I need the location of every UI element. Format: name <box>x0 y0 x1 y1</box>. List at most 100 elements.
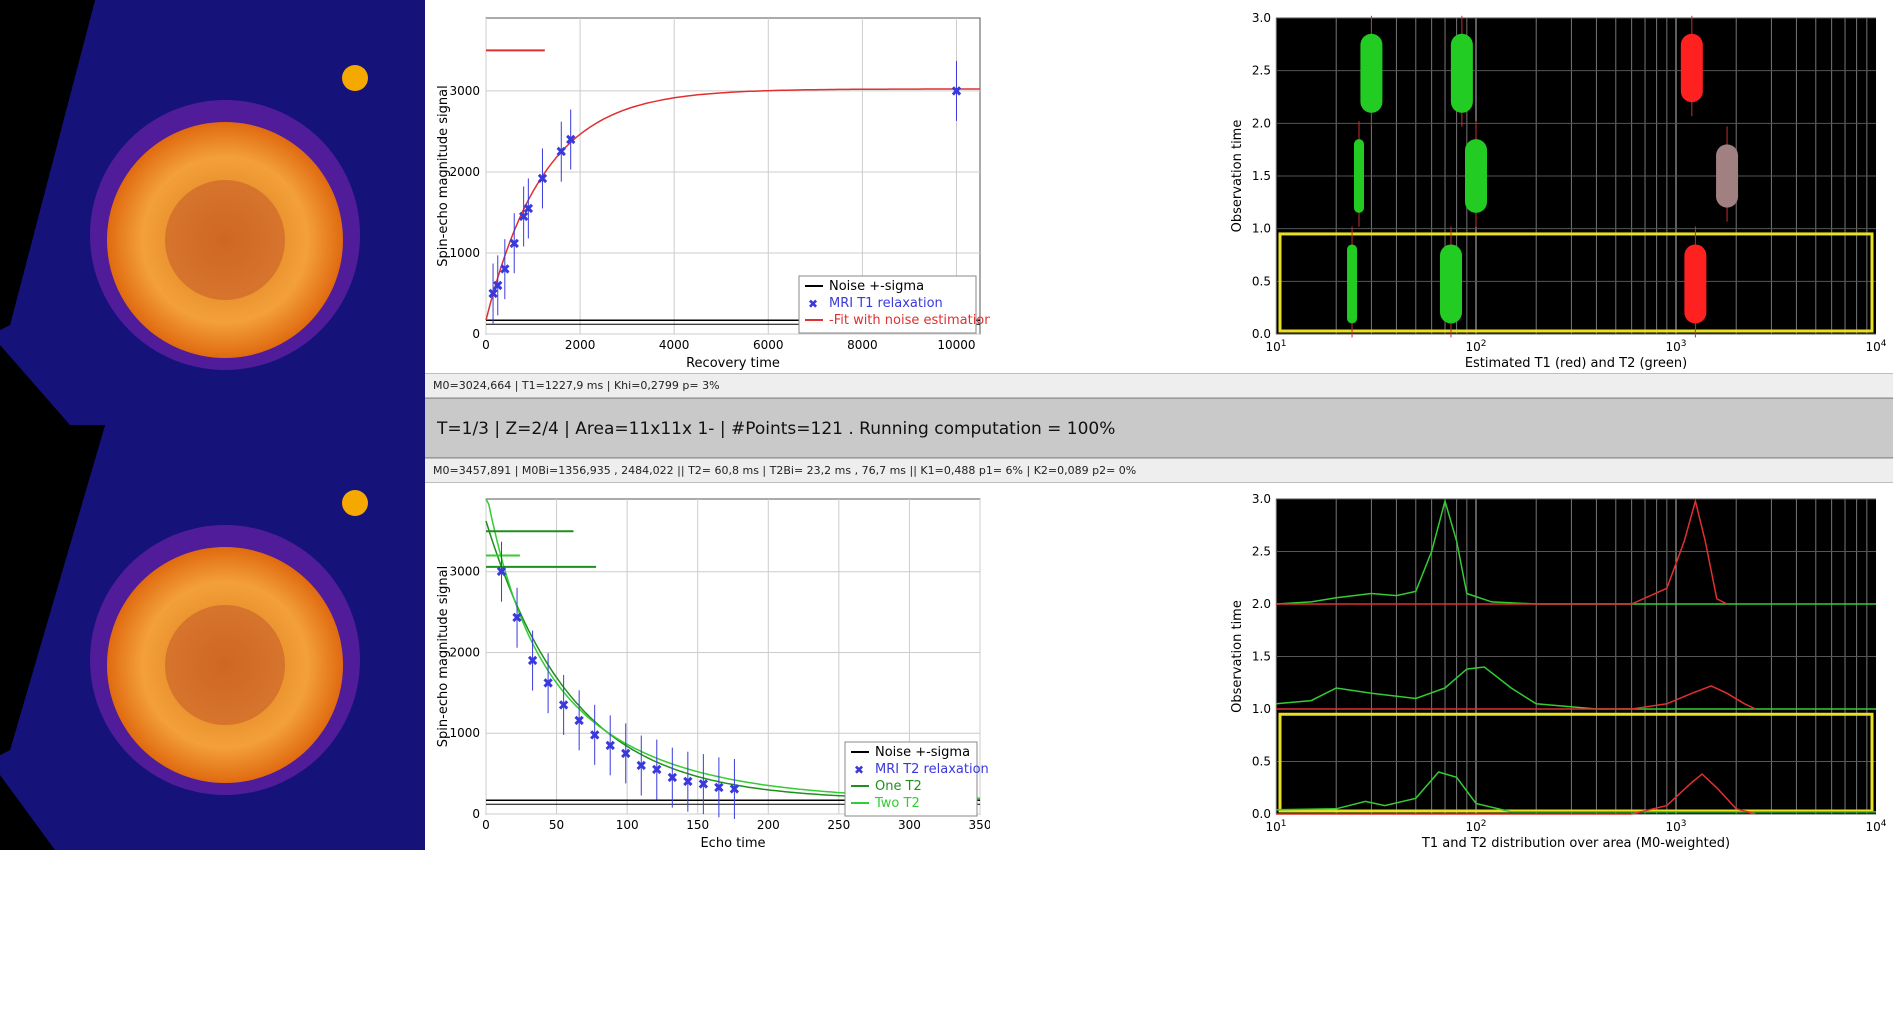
t1-t2-distribution-chart[interactable]: 0.0 0.5 1.0 1.5 2.0 2.5 3.0 101 102 103 104 T1 and … <box>1225 483 1893 853</box>
data-point: ✖ <box>537 171 549 187</box>
estimate-bar <box>1716 144 1739 208</box>
distribution-curve <box>1275 771 1876 813</box>
y-tick-label: 0.0 <box>1252 807 1271 821</box>
x-axis-label: Estimated T1 (red) and T2 (green) <box>1465 356 1687 371</box>
x-tick-label: 100 <box>616 818 639 832</box>
y-tick-label: 1.5 <box>1252 650 1271 664</box>
distribution-curve <box>1276 498 1728 605</box>
distribution-curve <box>1275 498 1876 605</box>
data-point: ✖ <box>558 698 570 714</box>
y-tick-label: 0.5 <box>1252 274 1271 288</box>
legend-entry: Noise +-sigma <box>875 745 970 760</box>
x-tick-label: 104 <box>1865 819 1886 834</box>
data-point: ✖ <box>666 771 678 787</box>
data-point: ✖ <box>620 746 632 762</box>
y-tick-label: 3000 <box>449 565 480 579</box>
x-tick-label: 8000 <box>847 338 878 352</box>
estimate-bar <box>1347 244 1358 324</box>
estimate-bar <box>1360 33 1383 113</box>
x-tick-label: 300 <box>898 818 921 832</box>
t2-decay-chart[interactable]: 0 50 100 150 200 250 300 350 0 1000 2000 3000 Echo t… <box>425 483 990 853</box>
x-tick-label: 200 <box>757 818 780 832</box>
data-point: ✖ <box>635 759 647 775</box>
x-tick-label: 103 <box>1665 339 1686 354</box>
y-tick-label: 1000 <box>449 246 480 260</box>
y-axis-label: Spin-echo magnitude signal <box>436 566 451 747</box>
roi-rectangle <box>1278 712 1874 813</box>
legend-box <box>844 741 978 817</box>
roi-rectangle <box>1278 232 1874 333</box>
x-tick-label: 101 <box>1265 339 1286 354</box>
y-axis-label: Observation time <box>1230 120 1245 233</box>
y-tick-label: 1000 <box>449 726 480 740</box>
data-point: ✖ <box>555 145 567 161</box>
estimate-bar <box>1440 244 1463 324</box>
data-point: ✖ <box>487 286 499 302</box>
y-tick-label: 3.0 <box>1252 11 1271 25</box>
data-point: ✖ <box>951 84 963 100</box>
y-tick-label: 0.0 <box>1252 327 1271 341</box>
data-point: ✖ <box>511 611 523 627</box>
legend-entry: MRI T1 relaxation <box>829 296 943 311</box>
y-tick-label: 2.0 <box>1252 116 1271 130</box>
legend-entry: Noise +-sigma <box>829 279 924 294</box>
t1-t2-estimates-chart[interactable]: 0.0 0.5 1.0 1.5 2.0 2.5 3.0 101 102 103 104 Estimat… <box>1225 0 1893 373</box>
data-point: ✖ <box>542 676 554 692</box>
t1-recovery-chart[interactable]: 0 2000 4000 6000 8000 10000 0 1000 2000 3000 Recov… <box>425 0 990 373</box>
estimate-bar <box>1353 139 1364 213</box>
y-tick-label: 1.0 <box>1252 222 1271 236</box>
y-tick-label: 2.5 <box>1252 64 1271 78</box>
x-tick-label: 2000 <box>565 338 596 352</box>
mri-image-top[interactable] <box>0 0 425 425</box>
estimate-bar <box>1465 139 1487 213</box>
y-tick-label: 2.5 <box>1252 545 1271 559</box>
legend-entry: -Fit with noise estimation <box>829 313 990 328</box>
x-tick-label: 0 <box>482 338 490 352</box>
t1-fit-curve <box>485 88 980 321</box>
x-tick-label: 103 <box>1665 819 1686 834</box>
data-point: ✖ <box>573 713 585 729</box>
data-point: ✖ <box>565 133 577 149</box>
estimate-bar <box>1684 244 1707 324</box>
x-tick-label: 50 <box>549 818 564 832</box>
x-axis-label: T1 and T2 distribution over area (M0-wei… <box>1421 836 1730 851</box>
data-point: ✖ <box>697 777 709 793</box>
y-tick-label: 0 <box>472 327 480 341</box>
legend-entry: MRI T2 relaxation <box>875 762 989 777</box>
status-top: M0=3024,664 | T1=1227,9 ms | Khi=0,2799 … <box>425 373 1893 398</box>
data-point: ✖ <box>589 728 601 744</box>
x-tick-label: 104 <box>1865 339 1886 354</box>
x-tick-label: 10000 <box>937 338 975 352</box>
y-tick-label: 1.0 <box>1252 702 1271 716</box>
y-tick-label: 1.5 <box>1252 169 1271 183</box>
estimate-bar <box>1450 33 1473 113</box>
x-axis-label: Recovery time <box>686 356 780 371</box>
distribution-curve <box>1275 666 1876 710</box>
estimate-bar <box>1680 33 1703 103</box>
x-tick-label: 6000 <box>753 338 784 352</box>
mri-slice-bottom <box>0 425 425 850</box>
y-tick-label: 2.0 <box>1252 597 1271 611</box>
y-tick-label: 0.5 <box>1252 755 1271 769</box>
data-point: ✖ <box>492 278 504 294</box>
legend-entry: Two T2 <box>874 796 920 811</box>
x-tick-label: 102 <box>1465 339 1486 354</box>
x-tick-label: 350 <box>969 818 990 832</box>
x-tick-label: 101 <box>1265 819 1286 834</box>
distribution-curve <box>1276 773 1756 815</box>
computation-status: T=1/3 | Z=2/4 | Area=11x11x 1- | #Points… <box>425 398 1893 458</box>
mri-image-bottom[interactable] <box>0 425 425 850</box>
x-tick-label: 4000 <box>659 338 690 352</box>
data-point: ✖ <box>508 236 520 252</box>
x-tick-label: 250 <box>827 818 850 832</box>
distribution-curve <box>1276 685 1756 710</box>
legend-box <box>798 275 977 334</box>
data-point: ✖ <box>651 763 663 779</box>
data-point: ✖ <box>713 780 725 796</box>
data-point: ✖ <box>518 210 530 226</box>
x-tick-label: 150 <box>686 818 709 832</box>
data-point: ✖ <box>682 775 694 791</box>
mri-slice-top <box>0 0 425 425</box>
data-point: ✖ <box>527 654 539 670</box>
y-axis-label: Spin-echo magnitude signal <box>436 85 451 266</box>
